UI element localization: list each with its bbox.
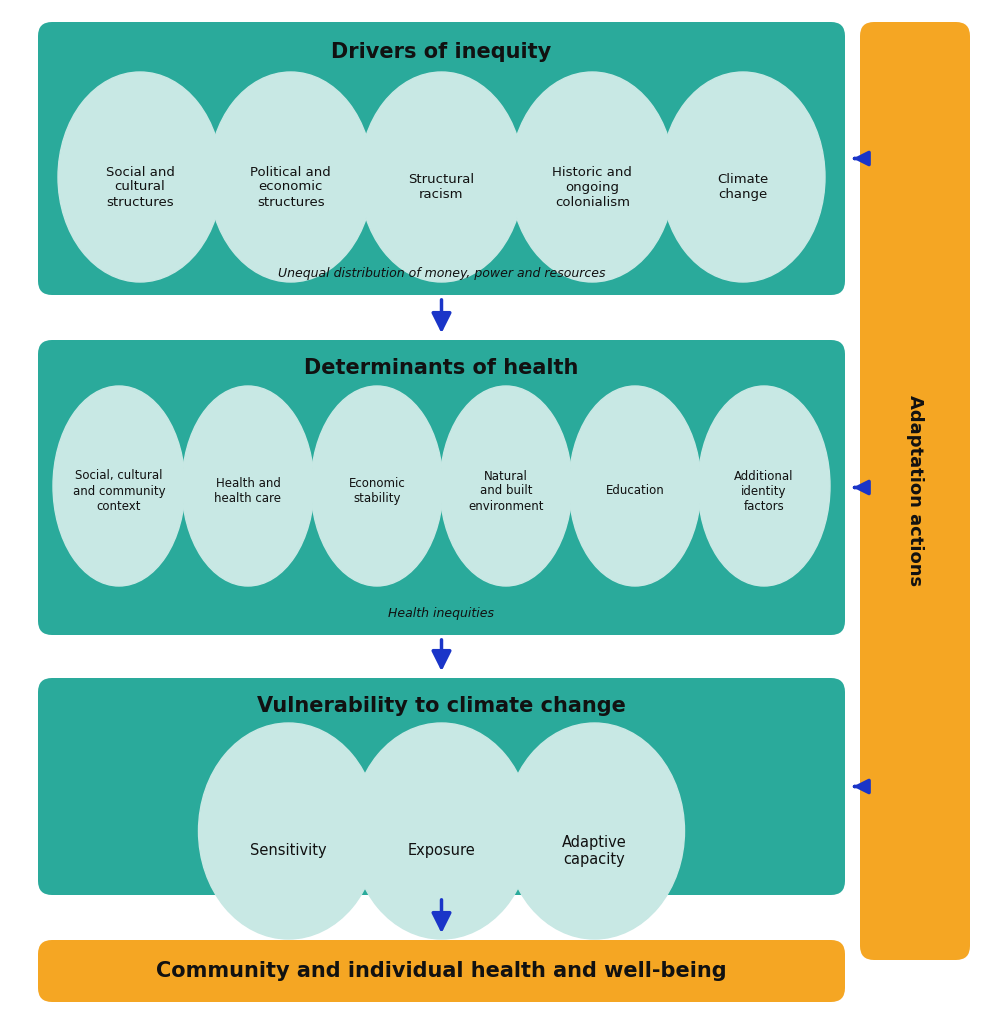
Text: Determinants of health: Determinants of health [304,358,579,378]
Ellipse shape [510,72,674,282]
Text: Unequal distribution of money, power and resources: Unequal distribution of money, power and… [278,266,605,280]
Text: Drivers of inequity: Drivers of inequity [332,42,551,62]
Text: Health inequities: Health inequities [388,606,495,620]
Ellipse shape [182,386,314,586]
Text: Health and
health care: Health and health care [215,477,281,505]
Text: Sensitivity: Sensitivity [250,844,327,858]
Text: Education: Education [606,484,664,498]
Text: Vulnerability to climate change: Vulnerability to climate change [257,696,626,716]
Text: Exposure: Exposure [407,844,476,858]
Ellipse shape [698,386,830,586]
Ellipse shape [53,386,185,586]
Ellipse shape [440,386,572,586]
FancyBboxPatch shape [860,22,970,961]
Text: Political and
economic
structures: Political and economic structures [250,166,331,209]
Ellipse shape [209,72,373,282]
Text: Adaptation actions: Adaptation actions [906,395,924,587]
Ellipse shape [352,723,531,939]
Text: Historic and
ongoing
colonialism: Historic and ongoing colonialism [552,166,632,209]
Text: Natural
and built
environment: Natural and built environment [469,469,543,512]
FancyBboxPatch shape [38,22,845,295]
Ellipse shape [504,723,684,939]
FancyBboxPatch shape [38,940,845,1002]
Ellipse shape [569,386,701,586]
Ellipse shape [58,72,222,282]
Text: Social, cultural
and community
context: Social, cultural and community context [73,469,165,512]
Text: Economic
stability: Economic stability [349,477,405,505]
Text: Adaptive
capacity: Adaptive capacity [562,835,627,867]
Ellipse shape [199,723,378,939]
Ellipse shape [311,386,443,586]
Text: Climate
change: Climate change [718,173,769,201]
FancyBboxPatch shape [38,678,845,895]
FancyBboxPatch shape [38,340,845,635]
Ellipse shape [661,72,825,282]
Text: Community and individual health and well-being: Community and individual health and well… [156,961,727,981]
Text: Structural
racism: Structural racism [408,173,475,201]
Text: Additional
identity
factors: Additional identity factors [734,469,793,512]
Ellipse shape [360,72,523,282]
Text: Social and
cultural
structures: Social and cultural structures [106,166,174,209]
